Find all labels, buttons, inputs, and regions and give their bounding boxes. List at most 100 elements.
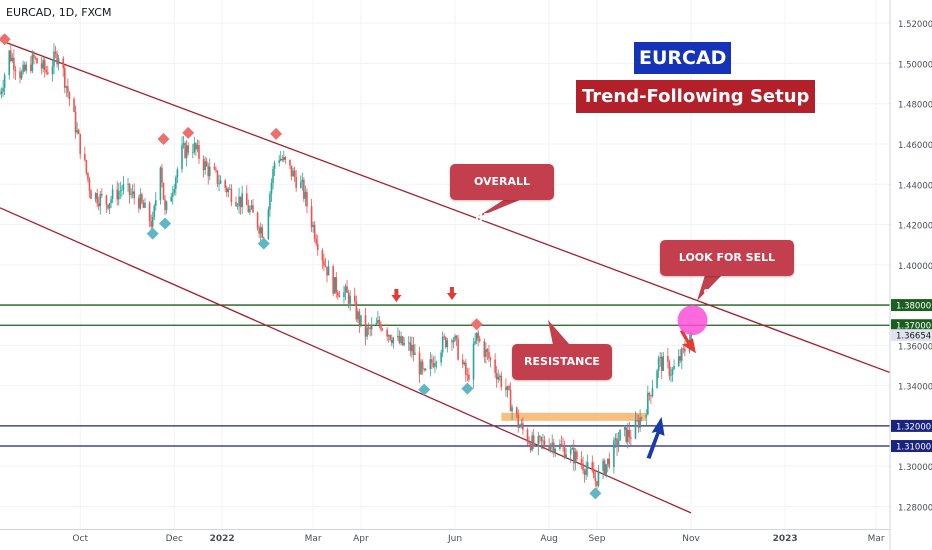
candle-body bbox=[323, 260, 325, 266]
candle-body bbox=[229, 188, 231, 190]
candle-body bbox=[141, 194, 143, 203]
candle-body bbox=[378, 320, 381, 325]
candle-body bbox=[273, 162, 276, 170]
candle-body bbox=[519, 426, 521, 428]
x-tick-label: Mar bbox=[868, 534, 885, 544]
candle-body bbox=[224, 180, 226, 188]
candle-body bbox=[526, 429, 529, 442]
candle-body bbox=[161, 167, 163, 183]
candle-body bbox=[454, 335, 456, 341]
candle-body bbox=[537, 436, 540, 447]
candle-body bbox=[2, 87, 4, 92]
setup-title-badge: Trend-Following Setup bbox=[576, 80, 816, 113]
candle-body bbox=[411, 344, 413, 352]
candle-body bbox=[281, 158, 284, 161]
candle-body bbox=[117, 191, 120, 200]
candle-body bbox=[338, 295, 341, 298]
candle-body bbox=[377, 320, 379, 323]
x-tick-label: Sep bbox=[588, 534, 605, 544]
candle-body bbox=[370, 324, 373, 330]
price-tag-label: 1.38000 bbox=[896, 302, 931, 312]
candle-body bbox=[353, 295, 356, 302]
candle-body bbox=[304, 191, 307, 199]
candle-body bbox=[116, 189, 119, 200]
candle-body bbox=[208, 166, 211, 177]
y-tick-label: 1.44000 bbox=[898, 181, 932, 191]
candle-body bbox=[327, 266, 330, 276]
candle-body bbox=[670, 374, 672, 376]
candle-body bbox=[247, 205, 250, 213]
candle-body bbox=[138, 198, 140, 209]
candle-body bbox=[335, 277, 338, 293]
candle-body bbox=[517, 414, 520, 428]
candle-body bbox=[659, 356, 661, 359]
candle-body bbox=[358, 311, 361, 325]
candle-body bbox=[563, 446, 566, 458]
candle-body bbox=[657, 358, 660, 371]
candle-body bbox=[515, 407, 518, 415]
callout-resistance-zone: RESISTANCE ZONE bbox=[512, 344, 612, 404]
candle-body bbox=[548, 446, 550, 450]
candle-body bbox=[423, 368, 425, 370]
candle-body bbox=[486, 349, 489, 353]
candle-body bbox=[667, 356, 669, 362]
candle-body bbox=[236, 205, 239, 207]
candle-body bbox=[594, 478, 597, 481]
candle-body bbox=[3, 75, 6, 88]
candle-body bbox=[569, 449, 572, 455]
candle-body bbox=[148, 202, 151, 222]
candle-body bbox=[552, 442, 555, 453]
candle-body bbox=[151, 217, 154, 227]
candle-body bbox=[87, 172, 89, 180]
candle-body bbox=[542, 440, 544, 442]
candle-body bbox=[472, 343, 475, 380]
candle-body bbox=[465, 362, 467, 375]
candle-body bbox=[580, 459, 583, 464]
candle-body bbox=[367, 327, 370, 329]
pivot-low-marker bbox=[589, 487, 602, 500]
candle-body bbox=[497, 376, 500, 380]
candle-body bbox=[455, 335, 458, 339]
candle-body bbox=[316, 243, 319, 251]
candle-body bbox=[660, 356, 663, 371]
candle-body bbox=[110, 199, 112, 204]
candle-body bbox=[614, 438, 617, 441]
candle-body bbox=[154, 200, 157, 206]
candle-body bbox=[603, 460, 606, 475]
pivot-low-marker bbox=[257, 237, 270, 250]
candle-body bbox=[483, 341, 486, 357]
candle-body bbox=[51, 66, 54, 74]
candle-body bbox=[25, 64, 28, 71]
candle-body bbox=[142, 202, 145, 208]
candle-body bbox=[170, 196, 173, 202]
candle-body bbox=[219, 180, 222, 184]
candle-body bbox=[213, 166, 216, 170]
channel-upper-line bbox=[0, 39, 891, 374]
candle-body bbox=[19, 71, 21, 79]
candle-body bbox=[634, 420, 637, 439]
candle-body bbox=[485, 349, 487, 357]
pivot-high-marker bbox=[470, 318, 483, 331]
candle-body bbox=[131, 191, 134, 194]
price-tag-1.37000 bbox=[891, 319, 932, 332]
x-tick-label: 2022 bbox=[210, 534, 235, 544]
candle-body bbox=[245, 193, 248, 206]
candle-body bbox=[56, 53, 58, 65]
candle-body bbox=[128, 183, 131, 195]
candle-body bbox=[673, 366, 675, 370]
candle-body bbox=[407, 342, 410, 344]
price-tag-label: 1.31000 bbox=[896, 443, 931, 453]
candle-body bbox=[150, 221, 152, 227]
pivot-high-marker bbox=[270, 127, 283, 140]
candle-body bbox=[606, 458, 609, 465]
candle-body bbox=[488, 352, 490, 359]
candle-body bbox=[101, 194, 103, 196]
y-tick-label: 1.52000 bbox=[898, 20, 932, 30]
candle-body bbox=[315, 238, 318, 244]
candle-body bbox=[478, 338, 481, 342]
candle-body bbox=[261, 227, 264, 238]
x-tick-label: Nov bbox=[682, 534, 700, 544]
resistance-zone-band bbox=[501, 412, 647, 421]
candle-body bbox=[196, 145, 199, 150]
